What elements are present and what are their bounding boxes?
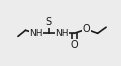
Text: NH: NH [29, 29, 42, 38]
Text: O: O [70, 40, 78, 50]
Text: NH: NH [55, 29, 69, 38]
Text: S: S [46, 17, 52, 27]
Text: O: O [83, 24, 90, 34]
